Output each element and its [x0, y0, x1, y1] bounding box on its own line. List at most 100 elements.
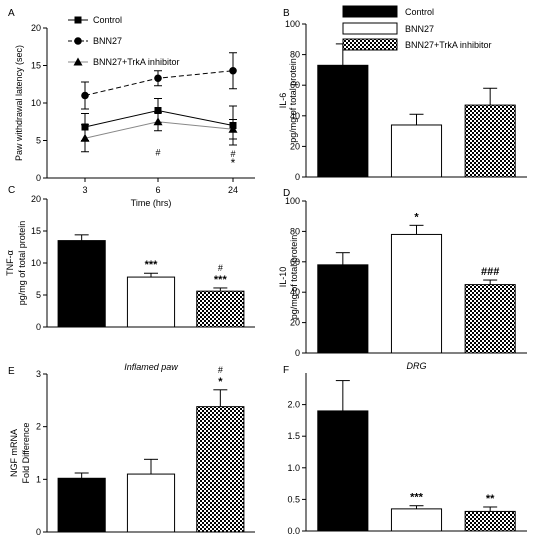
panel-b-legend-label: BNN27 — [405, 24, 434, 34]
panel-a-point-triangle — [153, 117, 163, 126]
panel-letter-a: A — [8, 8, 15, 19]
panel-a-point-triangle — [80, 133, 90, 142]
panel-c-y-tick-label: 15 — [31, 226, 41, 236]
panel-b-legend-label: Control — [405, 7, 434, 17]
panel-d-bar-1 — [317, 264, 369, 354]
panel-b-y-tick-label: 20 — [290, 141, 300, 151]
panel-e-y-tick-label: 3 — [36, 369, 41, 379]
panel-e-y-label-2: Fold Difference — [21, 423, 31, 484]
panel-c-significance-label-2: # — [218, 263, 223, 273]
panel-a-point-circle — [229, 66, 237, 75]
panel-e-y-tick-label: 1 — [36, 474, 41, 484]
panel-letter-d: D — [283, 188, 290, 199]
panel-c-y-label: TNF-α — [5, 250, 15, 276]
panel-a-point-square — [154, 107, 162, 114]
panel-e-y-tick-label: 2 — [36, 422, 41, 432]
panel-a-y-tick-label: 5 — [36, 136, 41, 146]
panel-f-bar-1 — [317, 410, 369, 532]
panel-a-legend-marker — [74, 37, 82, 45]
panel-a-legend-marker — [73, 57, 83, 66]
panel-e-significance-label-2: # — [218, 365, 223, 375]
panel-a-y-tick-label: 10 — [31, 98, 41, 108]
panel-b-legend-swatch-1 — [342, 5, 398, 18]
panel-a-annotation: * — [231, 156, 236, 170]
panel-a-x-tick-label: 6 — [155, 185, 160, 195]
panel-a-legend-label: Control — [93, 15, 122, 25]
panel-a-x-tick-label: 3 — [82, 185, 87, 195]
panel-f-significance-label: ** — [486, 493, 495, 505]
panel-f-y-tick-label: 1.0 — [287, 463, 300, 473]
panel-e-title: Inflamed paw — [124, 362, 178, 372]
panel-d-y-label-2: pg/mg of total protein — [289, 235, 299, 320]
panel-b-y-label-2: pg/mg of total protein — [288, 58, 298, 143]
panel-a-point-circle — [154, 74, 162, 83]
panel-a-point-circle — [81, 91, 89, 100]
panel-b-legend-swatch-3 — [342, 38, 398, 51]
panel-b-y-tick-label: 100 — [285, 19, 300, 29]
panel-b-bar-3 — [464, 104, 516, 178]
panel-d-y-tick-label: 0 — [295, 348, 300, 358]
panel-d-significance-label: ### — [481, 266, 499, 278]
panel-c-y-tick-label: 0 — [36, 322, 41, 332]
panel-letter-f: F — [283, 365, 289, 376]
panel-f-y-tick-label: 2.0 — [287, 400, 300, 410]
panel-d-bar-2 — [390, 233, 443, 354]
panel-a-y-tick-label: 20 — [31, 23, 41, 33]
panel-f-y-tick-label: 0.5 — [287, 494, 300, 504]
panel-b-y-tick-label: 60 — [290, 80, 300, 90]
panel-b-y-tick-label: 40 — [290, 111, 300, 121]
panel-e-bar-3 — [196, 406, 245, 533]
panel-e-significance-label: * — [218, 376, 223, 388]
panel-f-bar-3 — [464, 510, 516, 532]
panel-b-bar-1 — [317, 64, 369, 178]
panel-c-significance-label: *** — [145, 259, 159, 271]
panel-a-x-label: Time (hrs) — [131, 198, 172, 208]
panel-a-y-tick-label: 15 — [31, 61, 41, 71]
panel-e-y-tick-label: 0 — [36, 527, 41, 536]
panel-b-y-label: IL-6 — [278, 93, 288, 109]
panel-a-legend-label: BNN27+TrkA inhibitor — [93, 57, 179, 67]
panel-d-bar-3 — [464, 284, 516, 354]
panel-d-y-tick-label: 80 — [290, 226, 300, 236]
panel-c-significance-label: *** — [214, 274, 228, 286]
panel-a-y-label: Paw withdrawal latency (sec) — [14, 45, 24, 161]
panel-d-y-tick-label: 60 — [290, 257, 300, 267]
panel-e-bar-1 — [57, 477, 106, 533]
panel-d-significance-label: * — [414, 211, 419, 223]
panel-a-legend-label: BNN27 — [93, 36, 122, 46]
panel-a-series-line-2 — [84, 70, 234, 96]
panel-d-bar-chart: 0 20 40 60 80 100 * ### IL-10 pg/mg of total prot… — [278, 196, 527, 358]
panel-letter-b: B — [283, 8, 290, 19]
panel-e-bar-2 — [126, 473, 176, 533]
panel-c-bar-3 — [196, 290, 245, 328]
panel-f-y-tick-label: 0.0 — [287, 526, 300, 536]
panel-a-annotation: # — [230, 149, 235, 159]
panel-a-x-tick-label: 24 — [228, 185, 238, 195]
panel-d-y-tick-label: 40 — [290, 287, 300, 297]
panel-c-bar-2 — [126, 276, 176, 328]
panel-a-legend-marker — [74, 16, 82, 24]
panel-c-y-tick-label: 5 — [36, 290, 41, 300]
panel-f-bar-chart: 0.00.51.01.52.0*** **DRG — [287, 361, 527, 536]
panel-d-y-tick-label: 100 — [285, 196, 300, 206]
panel-c-y-tick-label: 10 — [31, 258, 41, 268]
panel-letter-c: C — [8, 185, 15, 196]
panel-b-legend-label: BNN27+TrkA inhibitor — [405, 40, 491, 50]
panel-d-y-tick-label: 20 — [290, 318, 300, 328]
panel-b-bar-chart: 0 20 40 60 80 100 IL-6 pg/mg of total protein Co… — [278, 5, 527, 182]
panel-a-annotation: # — [155, 148, 160, 158]
panel-a-point-triangle — [228, 124, 238, 133]
panel-a-line-chart: 0 5 10 15 20 3 6 24 Time (hrs) Paw withdrawal lat… — [14, 15, 255, 208]
panel-f-bar-2 — [390, 508, 443, 532]
panel-c-bar-1 — [57, 240, 106, 328]
panel-e-bar-chart: 0 1 2 3 *# Inflamed paw NGF mRNA Fold Differenc… — [9, 362, 255, 536]
panel-e-y-label: NGF mRNA — [9, 429, 19, 477]
panel-f-title: DRG — [407, 361, 427, 371]
panel-b-y-tick-label: 0 — [295, 172, 300, 182]
panel-f-y-tick-label: 1.5 — [287, 431, 300, 441]
panel-b-bar-2 — [390, 124, 443, 178]
panel-letter-e: E — [8, 366, 15, 377]
panel-a-y-tick-label: 0 — [36, 173, 41, 183]
panel-c-y-label-2: pg/mg of total protein — [17, 221, 27, 306]
